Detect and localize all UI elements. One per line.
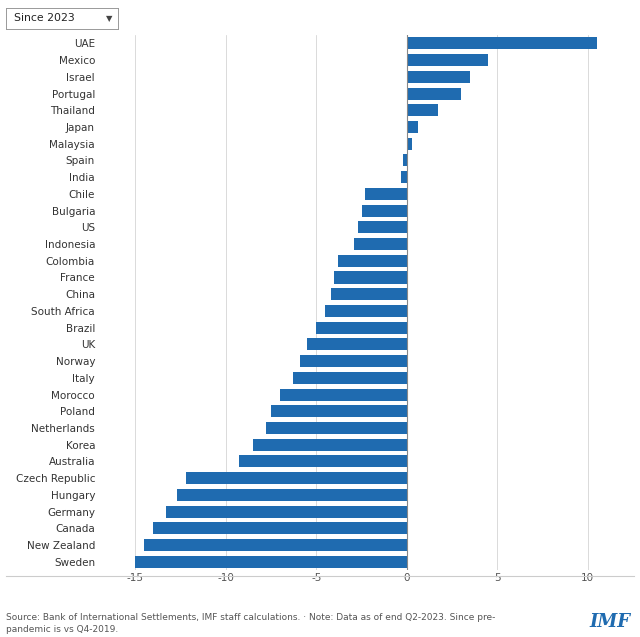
Bar <box>335 271 407 283</box>
Bar <box>307 338 407 350</box>
Bar <box>338 255 407 267</box>
Bar <box>403 154 407 166</box>
Bar <box>407 71 470 83</box>
Bar <box>271 405 407 417</box>
Bar <box>355 238 407 250</box>
Bar <box>407 138 412 150</box>
Bar <box>316 322 407 334</box>
Bar <box>407 104 438 117</box>
Bar <box>362 204 407 217</box>
Bar <box>166 506 407 518</box>
Bar <box>293 372 407 384</box>
Bar <box>239 455 407 468</box>
Bar <box>136 555 407 568</box>
Bar <box>325 305 407 317</box>
Bar <box>177 489 407 501</box>
Bar <box>331 288 407 300</box>
Bar <box>407 121 418 133</box>
Bar <box>407 38 597 50</box>
Bar <box>266 422 407 434</box>
Bar <box>300 355 407 367</box>
Bar <box>365 188 407 200</box>
Bar <box>401 171 407 183</box>
Bar <box>407 54 488 66</box>
Bar <box>407 87 461 99</box>
Bar <box>358 221 407 233</box>
Text: IMF: IMF <box>589 613 630 631</box>
Text: Source: Bank of International Settlements, IMF staff calculations. · Note: Data : Source: Bank of International Settlement… <box>6 613 496 634</box>
Text: Since 2023: Since 2023 <box>14 13 75 23</box>
Bar <box>145 539 407 551</box>
Bar <box>280 389 407 401</box>
Bar <box>253 439 407 451</box>
Bar <box>154 522 407 534</box>
Text: ▼: ▼ <box>106 14 113 23</box>
Bar <box>186 472 407 484</box>
